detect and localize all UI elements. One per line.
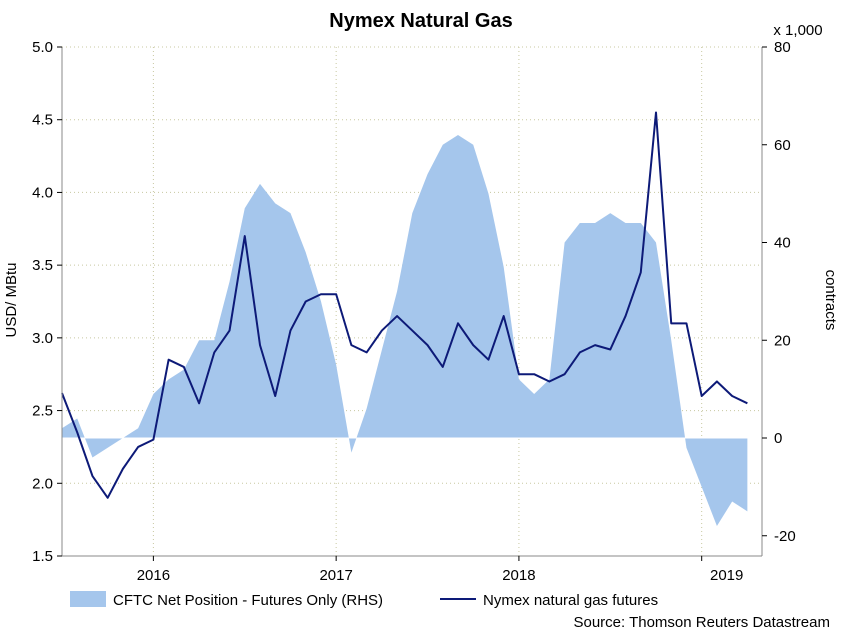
x-tick-label: 2017 [319, 567, 352, 584]
y2-tick-label: 80 [774, 39, 791, 56]
source-note: Source: Thomson Reuters Datastream [573, 614, 830, 631]
legend: CFTC Net Position - Futures Only (RHS) N… [70, 591, 658, 609]
y-tick-label: 4.5 [32, 112, 53, 129]
x-axis-ticks: 2016 2017 2018 2019 [137, 556, 743, 584]
y-tick-label: 2.5 [32, 403, 53, 420]
left-axis-label: USD/ MBtu [3, 262, 20, 337]
chart-title: Nymex Natural Gas [329, 10, 512, 32]
y-tick-label: 3.0 [32, 330, 53, 347]
y2-tick-label: 60 [774, 137, 791, 154]
y-tick-label: 3.5 [32, 257, 53, 274]
right-axis-label: contracts [822, 270, 839, 331]
right-axis-unit: x 1,000 [773, 22, 822, 39]
y-tick-label: 2.0 [32, 475, 53, 492]
x-tick-label: 2016 [137, 567, 170, 584]
legend-swatch-area [70, 591, 106, 607]
nymex-price-line [61, 111, 748, 499]
legend-label-line: Nymex natural gas futures [483, 592, 658, 609]
cftc-net-position-area [62, 134, 748, 526]
y2-tick-label: 20 [774, 332, 791, 349]
y-tick-label: 4.0 [32, 184, 53, 201]
legend-label-area: CFTC Net Position - Futures Only (RHS) [113, 592, 383, 609]
y2-tick-label: -20 [774, 528, 796, 545]
x-tick-label: 2018 [502, 567, 535, 584]
left-axis-ticks: 1.5 2.0 2.5 3.0 3.5 4.0 4.5 5.0 [32, 39, 62, 565]
y-tick-label: 5.0 [32, 39, 53, 56]
y2-tick-label: 0 [774, 430, 782, 447]
y-tick-label: 1.5 [32, 548, 53, 565]
y2-tick-label: 40 [774, 235, 791, 252]
right-axis-ticks: -20 0 20 40 60 80 [762, 39, 796, 545]
x-tick-label: 2019 [710, 567, 743, 584]
